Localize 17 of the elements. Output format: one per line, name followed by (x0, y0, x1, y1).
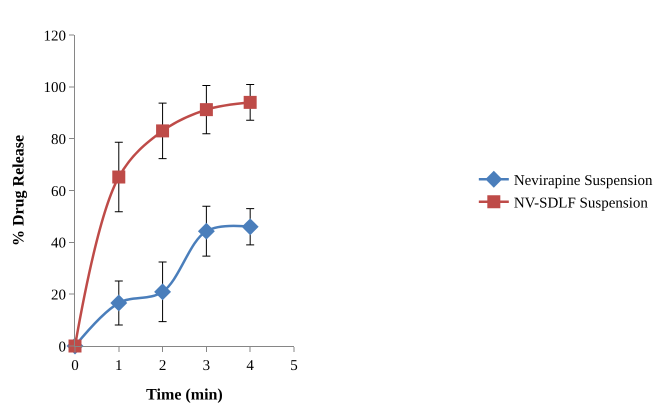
y-tick-label: 40 (51, 236, 66, 252)
x-axis-title: Time (min) (146, 386, 223, 404)
y-tick-label: 80 (51, 132, 66, 148)
y-tick-label: 60 (51, 184, 66, 200)
x-tick-label: 0 (71, 358, 79, 374)
y-axis-title: % Drug Release (10, 134, 28, 246)
x-tick-label: 1 (115, 358, 123, 374)
legend-label: NV-SDLF Suspension (514, 196, 648, 212)
x-tick-label: 3 (202, 358, 210, 374)
y-tick-label: 20 (51, 287, 66, 304)
x-tick-label: 2 (158, 358, 166, 374)
y-tick-label: 120 (44, 28, 66, 44)
y-tick-label: 0 (58, 339, 66, 356)
x-tick-label: 5 (290, 358, 298, 374)
x-tick-label: 4 (246, 358, 254, 374)
legend-label: Nevirapine Suspension (514, 173, 654, 190)
y-tick-label: 100 (44, 80, 66, 96)
